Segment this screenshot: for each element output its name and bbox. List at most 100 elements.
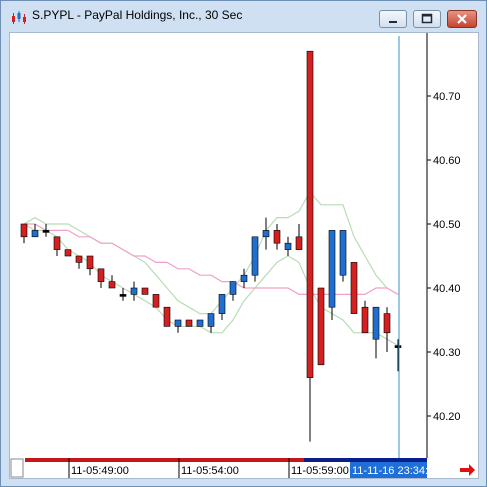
candle [383, 307, 391, 352]
candle [306, 50, 314, 442]
candle-body [251, 236, 259, 276]
timeline-track-red [25, 458, 304, 462]
minimize-icon [389, 21, 397, 23]
close-icon [457, 14, 467, 24]
candle-body [361, 306, 369, 334]
candle-body [372, 306, 380, 340]
candlestick-chart[interactable]: 40.70 40.60 40.50 40.40 40.30 40.20 11-05:49:… [10, 33, 478, 478]
candle-body [229, 281, 237, 295]
chart-area[interactable]: 40.70 40.60 40.50 40.40 40.30 40.20 11-05:49:… [9, 32, 479, 479]
candle [152, 294, 160, 308]
candle-body [108, 281, 116, 289]
candle-body [317, 287, 325, 366]
candle-body [86, 255, 94, 270]
price-tick-label: 40.60 [433, 155, 461, 167]
scroll-right-button[interactable] [460, 464, 475, 476]
maximize-button[interactable] [413, 10, 441, 28]
candle [317, 287, 325, 366]
candle-body [383, 313, 391, 334]
maximize-icon [421, 13, 433, 24]
candle-body [119, 294, 127, 297]
candle-body [339, 230, 347, 276]
close-button[interactable] [447, 10, 477, 28]
candles-layer [20, 50, 402, 442]
candlestick-app-icon [12, 11, 26, 24]
time-axis: 11-05:49:00 11-05:54:00 11-05:59:00 [68, 458, 349, 478]
candle [328, 230, 336, 320]
candle-body [185, 319, 193, 327]
candle-body [218, 294, 226, 314]
price-tick-label: 40.30 [433, 347, 461, 359]
candle-body [284, 242, 292, 250]
candle [42, 224, 50, 237]
price-tick-label: 40.50 [433, 219, 461, 231]
candle [20, 223, 28, 244]
window-title: S.PYPL - PayPal Holdings, Inc., 30 Sec [32, 8, 243, 22]
candle [240, 268, 248, 288]
candle [64, 249, 72, 257]
candle-body [31, 230, 39, 238]
arrow-right-icon [460, 464, 475, 476]
cursor-time-bg [350, 462, 427, 478]
candle-body [207, 313, 215, 327]
candle-body [262, 230, 270, 238]
candle [350, 262, 358, 314]
candle [284, 236, 292, 256]
candle [119, 288, 127, 301]
candle [53, 236, 61, 256]
candle-body [273, 230, 281, 244]
candle [130, 281, 138, 301]
candle-body [152, 294, 160, 308]
minimize-button[interactable] [379, 10, 407, 28]
candle-body [174, 319, 182, 327]
candle [273, 224, 281, 250]
candle [218, 294, 226, 320]
candle [361, 300, 369, 334]
candle [394, 339, 402, 372]
candle-body [306, 50, 314, 378]
scroll-thumb[interactable] [10, 458, 24, 478]
candle [372, 306, 380, 359]
candle-body [350, 262, 358, 314]
candle-body [240, 274, 248, 282]
candle-body [141, 287, 149, 295]
price-tick-label: 40.70 [433, 91, 461, 103]
candle [97, 268, 105, 288]
candle [229, 281, 237, 301]
candle-body [163, 306, 171, 327]
candle-body [394, 345, 402, 348]
title-bar[interactable]: S.PYPL - PayPal Holdings, Inc., 30 Sec [1, 1, 486, 31]
candle [174, 319, 182, 333]
time-tick-label: 11-05:54:00 [181, 465, 239, 477]
candle [339, 230, 347, 282]
candle [108, 275, 116, 289]
moving-average-line [24, 223, 399, 295]
candle [31, 224, 39, 238]
time-tick-label: 11-05:59:00 [291, 465, 349, 477]
candle [295, 224, 303, 250]
candle-body [53, 236, 61, 250]
candle [141, 287, 149, 295]
candle [262, 217, 270, 250]
cursor-time-label: 11-11-16 23:34:00 [352, 465, 440, 477]
candle-body [64, 249, 72, 257]
candle-body [130, 287, 138, 295]
candle [251, 236, 259, 282]
candle [75, 255, 83, 269]
candle [207, 313, 215, 333]
price-tick-label: 40.40 [433, 283, 461, 295]
timeline-track-blue [304, 458, 427, 462]
candle-body [97, 268, 105, 282]
candle [163, 306, 171, 327]
candle-body [75, 255, 83, 263]
price-axis: 40.70 40.60 40.50 40.40 40.30 40.20 [427, 91, 461, 423]
candle-body [20, 223, 28, 238]
candle-body [295, 236, 303, 250]
candle-body [42, 230, 50, 233]
candle [196, 319, 204, 327]
candle [185, 319, 193, 327]
candle-body [328, 230, 336, 308]
candle-body [196, 319, 204, 327]
candle [86, 255, 94, 276]
